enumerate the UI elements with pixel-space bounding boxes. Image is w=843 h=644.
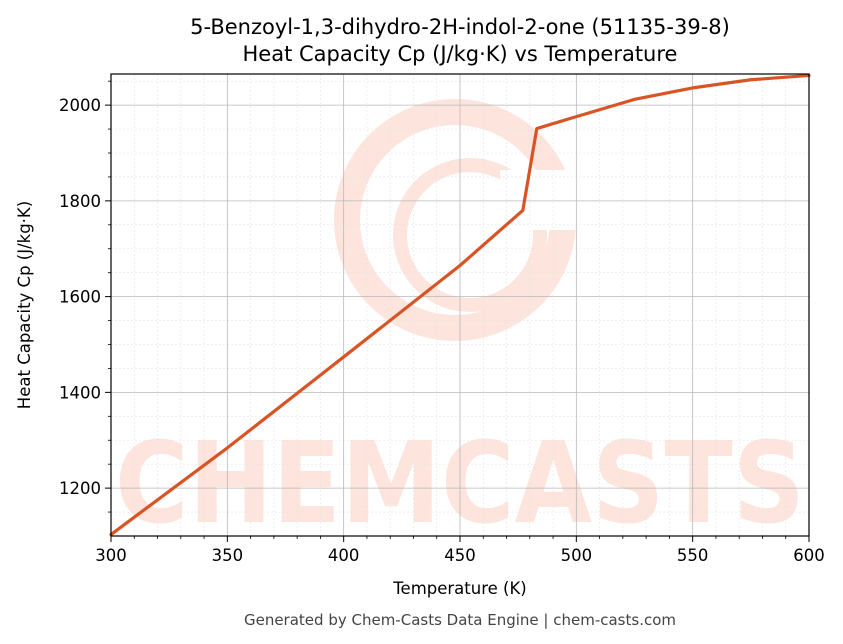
y-tick-label: 1800 [59, 192, 101, 211]
y-tick-label: 1400 [59, 383, 101, 402]
x-tick-label: 600 [793, 546, 825, 565]
ticks-layer: 300 350 400 450 500 550 600 1200 1400 1600 1800 200… [59, 80, 825, 565]
chart-subtitle: Heat Capacity Cp (J/kg·K) vs Temperature [243, 42, 678, 66]
x-tick-label: 500 [561, 546, 593, 565]
watermark-logo-icon [334, 99, 580, 341]
chart-title: 5-Benzoyl-1,3-dihydro-2H-indol-2-one (51… [190, 15, 730, 39]
x-tick-label: 300 [95, 546, 127, 565]
y-tick-label: 1600 [59, 288, 101, 307]
series-line [109, 73, 811, 537]
series-layer [109, 73, 811, 537]
y-tick-label: 1200 [59, 479, 101, 498]
x-axis-label: Temperature (K) [392, 579, 526, 598]
grid-major [110, 74, 810, 536]
y-tick-label: 2000 [59, 96, 101, 115]
footer-credit: Generated by Chem-Casts Data Engine | ch… [244, 611, 676, 629]
y-axis-label: Heat Capacity Cp (J/kg·K) [15, 201, 34, 409]
x-tick-label: 550 [677, 546, 709, 565]
x-tick-label: 400 [328, 546, 360, 565]
x-tick-label: 450 [444, 546, 476, 565]
x-tick-label: 350 [212, 546, 244, 565]
